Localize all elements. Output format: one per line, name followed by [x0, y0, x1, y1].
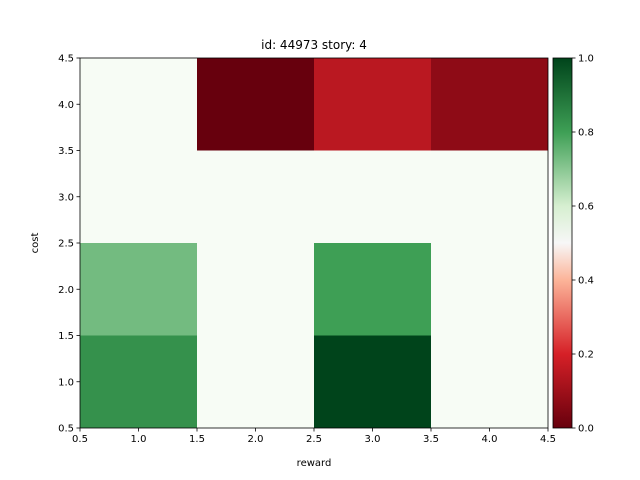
- x-tick-label: 3.5: [423, 434, 439, 445]
- heatmap-cell: [197, 243, 314, 336]
- heatmap-cell: [314, 150, 431, 243]
- x-axis-ticks: 0.5 1.0 1.5 2.0 2.5 3.0 3.5 4.0 4.5: [72, 428, 556, 445]
- x-tick-label: 1.0: [131, 434, 147, 445]
- y-tick-label: 2.5: [58, 239, 74, 250]
- x-tick-label: 4.0: [482, 434, 498, 445]
- y-tick-label: 3.5: [58, 146, 74, 157]
- x-axis-label: reward: [297, 458, 332, 469]
- y-tick-label: 4.0: [58, 100, 74, 111]
- y-tick-label: 0.5: [58, 424, 74, 435]
- colorbar-tick-label: 0.2: [578, 350, 594, 361]
- heatmap-cell: [314, 243, 431, 336]
- heatmap-cell: [80, 243, 197, 336]
- heatmap-cell: [431, 150, 548, 243]
- colorbar-tick-label: 0.6: [578, 202, 594, 213]
- x-tick-label: 1.5: [189, 434, 205, 445]
- heatmap-cell: [197, 335, 314, 428]
- colorbar-gradient: [552, 57, 573, 429]
- colorbar-tick-label: 0.4: [578, 276, 594, 287]
- heatmap-cells: [80, 58, 548, 428]
- colorbar-tick-label: 1.0: [578, 54, 594, 65]
- y-tick-label: 2.0: [58, 285, 74, 296]
- heatmap-cell: [314, 335, 431, 428]
- x-tick-label: 2.0: [248, 434, 264, 445]
- heatmap-cell: [431, 58, 548, 151]
- heatmap-cell: [197, 58, 314, 151]
- heatmap-cell: [314, 58, 431, 151]
- heatmap-cell: [80, 335, 197, 428]
- heatmap-cell: [80, 58, 197, 151]
- x-tick-label: 2.5: [306, 434, 322, 445]
- heatmap-cell: [431, 243, 548, 336]
- colorbar: 0.0 0.2 0.4 0.6 0.8 1.0: [552, 54, 594, 435]
- y-tick-label: 4.5: [58, 54, 74, 65]
- heatmap-cell: [80, 150, 197, 243]
- colorbar-tick-label: 0.8: [578, 128, 594, 139]
- y-tick-label: 3.0: [58, 192, 74, 203]
- colorbar-ticks: 0.0 0.2 0.4 0.6 0.8 1.0: [572, 54, 594, 435]
- y-tick-label: 1.5: [58, 331, 74, 342]
- x-tick-label: 0.5: [72, 434, 88, 445]
- chart-title: id: 44973 story: 4: [261, 38, 367, 52]
- heatmap-cell: [431, 335, 548, 428]
- colorbar-tick-label: 0.0: [578, 424, 594, 435]
- y-tick-label: 1.0: [58, 377, 74, 388]
- x-tick-label: 3.0: [365, 434, 381, 445]
- x-tick-label: 4.5: [540, 434, 556, 445]
- y-axis-ticks: 0.5 1.0 1.5 2.0 2.5 3.0 3.5 4.0 4.5: [58, 54, 80, 435]
- y-axis-label: cost: [30, 233, 41, 254]
- heatmap-cell: [197, 150, 314, 243]
